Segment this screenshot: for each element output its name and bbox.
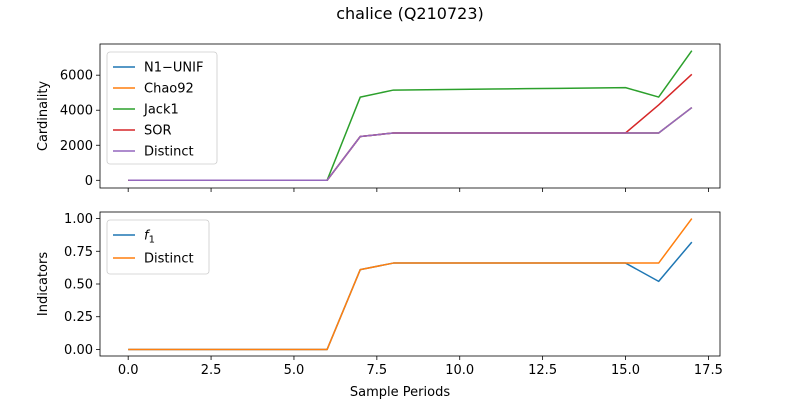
legend-label-distinct: Distinct [144, 145, 194, 160]
x-tick-label: 0.0 [118, 363, 139, 378]
series-line-distinct [128, 106, 693, 182]
legend-cardinality: N1−UNIF Chao92 Jack1 SOR Distinct [106, 51, 218, 165]
x-axis-label: Sample Periods [350, 385, 450, 400]
legend-label-jack1: Jack1 [143, 103, 179, 118]
x-tick-label: 17.5 [694, 363, 723, 378]
series-line-distinct [128, 218, 693, 351]
y-tick-label: 4000 [60, 104, 93, 119]
y-tick-label: 6000 [60, 69, 93, 84]
y-axis-label-cardinality: Cardinality [36, 81, 51, 152]
x-tick-label: 15.0 [611, 363, 640, 378]
legend-label-distinct: Distinct [144, 252, 194, 267]
legend-label-n1-unif: N1−UNIF [144, 61, 203, 76]
chart-panels: 0 2000 4000 6000 Cardinality N1−UNIF Chao92 Jac… [36, 43, 723, 400]
y-axis-label-indicators: Indicators [36, 252, 51, 316]
legend-label-f1: f1 [144, 229, 155, 246]
legend-box [106, 51, 218, 165]
legend-label-sor: SOR [144, 124, 172, 139]
x-tick-label: 10.0 [445, 363, 474, 378]
legend-box [106, 219, 210, 275]
y-tick-label: 0.00 [64, 343, 93, 358]
y-tick-label: 2000 [60, 139, 93, 154]
y-tick-label: 0.75 [64, 245, 93, 260]
x-tick-label: 2.5 [201, 363, 222, 378]
panel-indicators: 0.0 2.5 5.0 7.5 10.0 12.5 15.0 17.5 0.00 0.25 0.50… [36, 211, 723, 400]
y-tick-label: 0.25 [64, 310, 93, 325]
x-tick-label: 7.5 [367, 363, 388, 378]
legend-indicators: f1 Distinct [106, 219, 210, 275]
legend-label-chao92: Chao92 [144, 82, 194, 97]
figure-title: chalice (Q210723) [336, 4, 484, 23]
x-tick-label: 12.5 [528, 363, 557, 378]
y-tick-label: 1.00 [64, 212, 93, 227]
panel-cardinality: 0 2000 4000 6000 Cardinality N1−UNIF Chao92 Jac… [36, 43, 721, 192]
y-tick-label: 0.50 [64, 278, 93, 293]
x-tick-label: 5.0 [284, 363, 305, 378]
axes-frame-cardinality [99, 43, 721, 189]
y-tick-label: 0 [85, 174, 93, 189]
